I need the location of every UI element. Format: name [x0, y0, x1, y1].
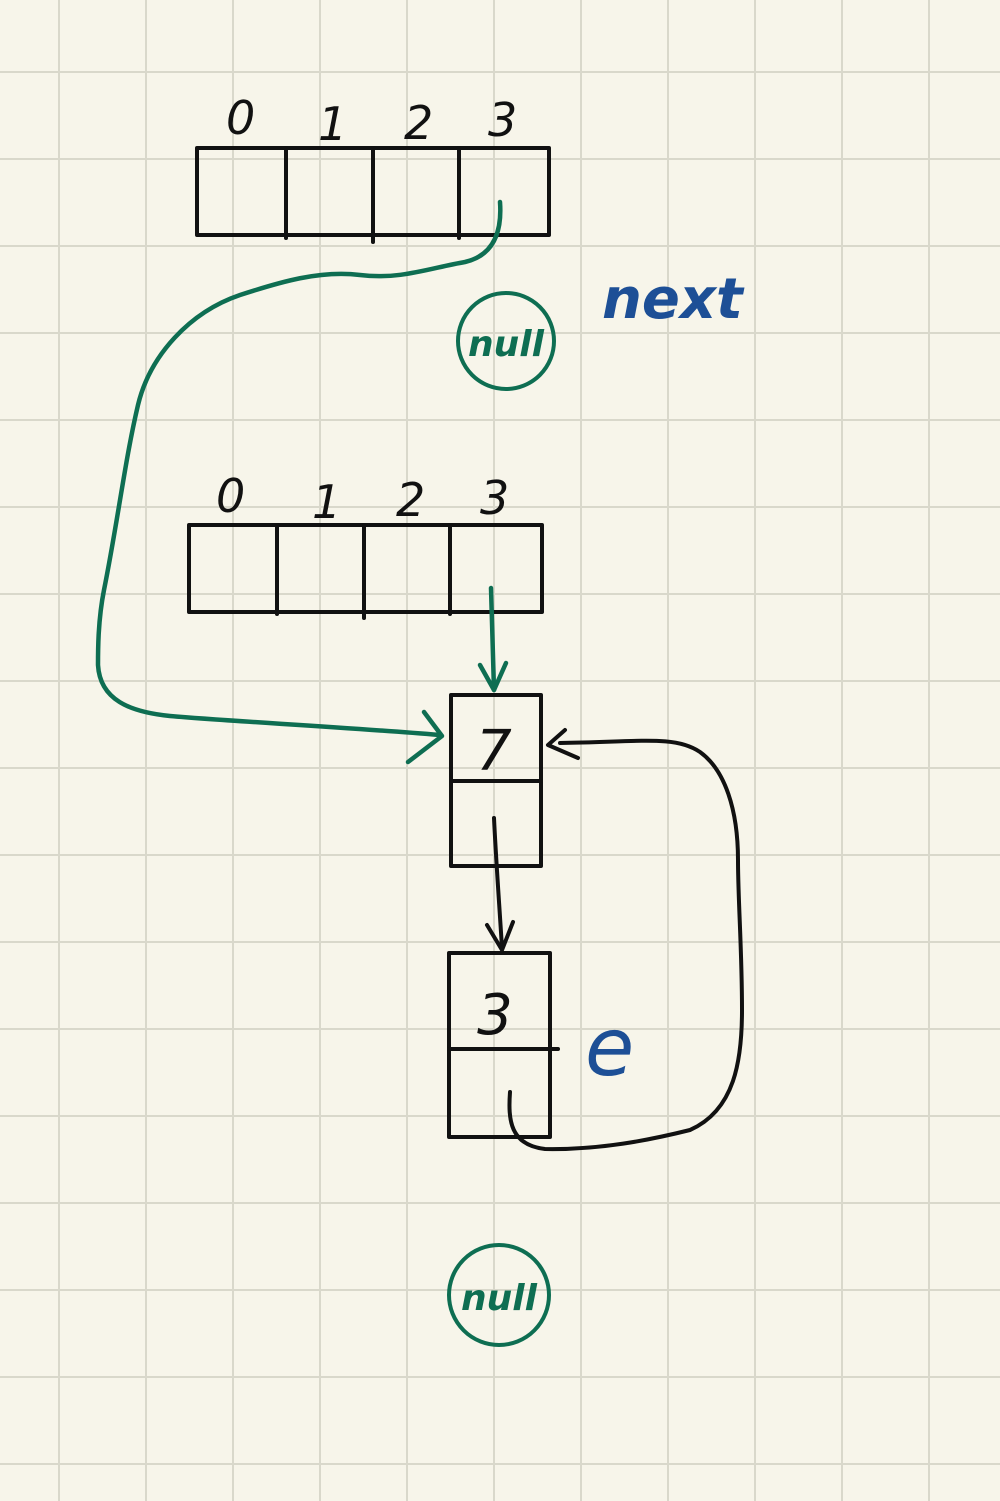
null-marker-top: null [456, 291, 556, 391]
black-arrow-node7-to-node3 [492, 816, 504, 950]
node-7-value: 7 [476, 719, 512, 784]
null-circle [456, 291, 556, 391]
top-array: 0 1 2 3 [195, 91, 551, 244]
label-e: e [585, 1001, 634, 1094]
green-arrowhead [405, 709, 445, 765]
bottom-array: 0 1 2 3 [187, 469, 544, 620]
black-loop-node3-to-node7 [507, 738, 744, 1152]
node-3-value: 3 [477, 983, 513, 1048]
null-marker-bottom: null [447, 1243, 551, 1347]
null-circle [447, 1243, 551, 1347]
green-arrow-bottom-to-node7 [488, 585, 497, 693]
bottom-array-index-1: 1 [312, 475, 341, 529]
null-text-bottom: null [461, 1278, 538, 1319]
top-array-index-3: 3 [488, 93, 517, 147]
black-arrowhead [485, 920, 515, 952]
top-array-index-0: 0 [226, 91, 255, 145]
bottom-array-index-3: 3 [480, 471, 509, 525]
black-arrowhead [546, 728, 580, 760]
node-3-box [447, 951, 552, 1139]
bottom-array-index-0: 0 [216, 469, 245, 523]
green-arrowhead [477, 660, 509, 693]
top-array-index-2: 2 [404, 96, 433, 150]
label-next: next [602, 267, 745, 332]
bottom-array-index-2: 2 [396, 473, 425, 527]
node-3: 3 [447, 951, 560, 1139]
green-arrow-top-to-node7 [95, 199, 503, 738]
top-array-index-1: 1 [318, 97, 347, 151]
null-text-top: null [468, 324, 545, 365]
